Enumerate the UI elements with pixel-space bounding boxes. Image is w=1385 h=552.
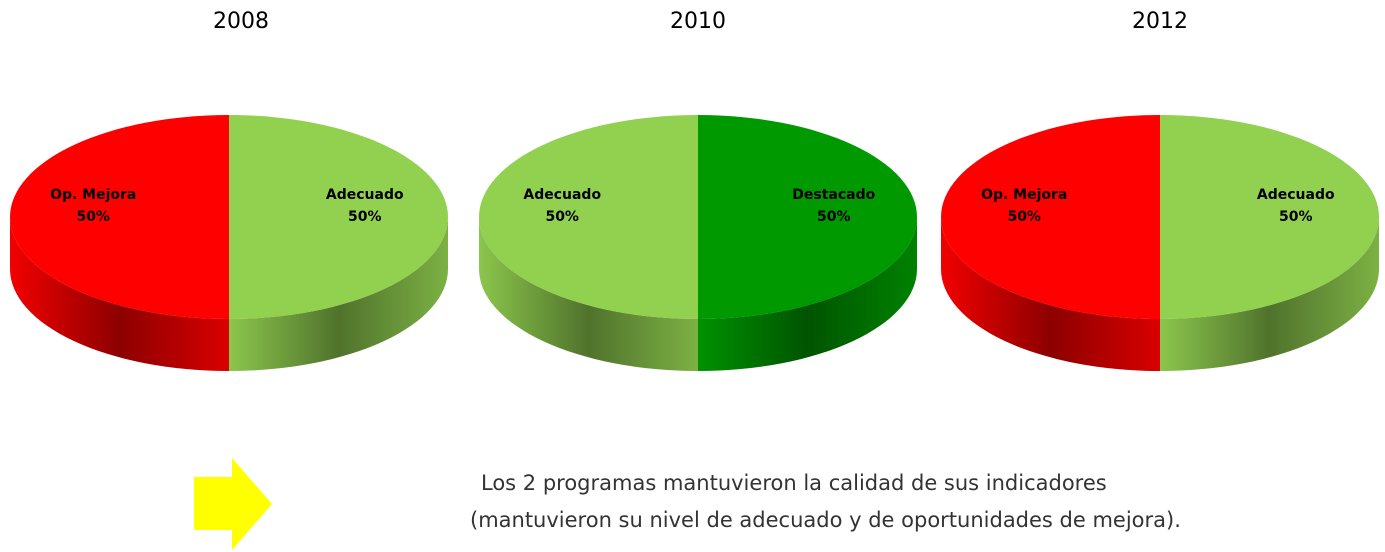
slice-label: Op. Mejora bbox=[50, 187, 136, 203]
pie-slice bbox=[698, 115, 917, 319]
chart-title: 2008 bbox=[213, 9, 269, 34]
arrow bbox=[194, 458, 272, 550]
slice-value: 50% bbox=[76, 209, 110, 225]
pie-slice bbox=[479, 115, 698, 319]
note-line: (mantuvieron su nivel de adecuado y de o… bbox=[470, 508, 1181, 532]
pie-side-shade bbox=[10, 217, 229, 371]
pie-slice bbox=[1160, 115, 1379, 319]
slice-value: 50% bbox=[1007, 209, 1041, 225]
slice-label: Adecuado bbox=[1257, 187, 1335, 203]
pie-side-shade bbox=[1160, 217, 1379, 371]
slice-value: 50% bbox=[545, 209, 579, 225]
slice-label: Destacado bbox=[792, 187, 875, 203]
chart-title: 2012 bbox=[1132, 9, 1188, 34]
pie-side-shade bbox=[941, 217, 1160, 371]
slice-value: 50% bbox=[1279, 209, 1313, 225]
pie-slice bbox=[941, 115, 1160, 319]
slice-label: Adecuado bbox=[326, 187, 404, 203]
slice-label: Op. Mejora bbox=[981, 187, 1067, 203]
chart-title: 2010 bbox=[670, 9, 726, 34]
pie-side-shade bbox=[479, 217, 698, 371]
pie-slice bbox=[229, 115, 448, 319]
slice-value: 50% bbox=[348, 209, 382, 225]
pie-side-shade bbox=[698, 217, 917, 371]
slice-label: Adecuado bbox=[523, 187, 601, 203]
note-line: Los 2 programas mantuvieron la calidad d… bbox=[481, 471, 1107, 495]
pie-slice bbox=[10, 115, 229, 319]
slice-value: 50% bbox=[817, 209, 851, 225]
pie-side-shade bbox=[229, 217, 448, 371]
